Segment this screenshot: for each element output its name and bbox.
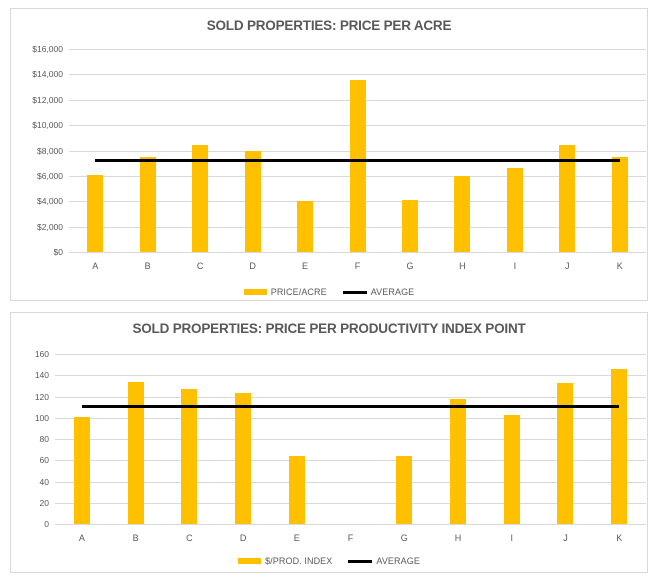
bar-F — [350, 80, 366, 252]
x-axis-label-J: J — [565, 261, 570, 271]
bar-D — [235, 393, 251, 524]
gridline — [55, 524, 646, 525]
gridline — [55, 503, 646, 504]
average-line-swatch-icon — [348, 559, 373, 563]
y-axis-label: 60 — [39, 455, 49, 465]
x-axis-label-J: J — [563, 533, 568, 543]
x-axis-label-I: I — [513, 261, 517, 271]
average-line — [82, 405, 619, 408]
y-axis-label: 0 — [44, 519, 49, 529]
y-axis-label: $12,000 — [32, 95, 63, 105]
gridline — [55, 418, 646, 419]
legend: $/PROD. INDEX AVERAGE — [11, 556, 647, 566]
x-axis-label-G: G — [406, 261, 414, 271]
gridline — [69, 49, 646, 50]
bar-B — [128, 381, 144, 524]
bar-I — [504, 414, 520, 524]
y-axis-label: $6,000 — [37, 171, 63, 181]
y-axis-label: $10,000 — [32, 120, 63, 130]
x-axis-label-F: F — [347, 533, 354, 543]
bar-G — [396, 456, 412, 524]
bar-C — [181, 389, 197, 524]
y-axis: $16,000 $14,000 $12,000 $10,000 $8,000 $6,000… — [11, 44, 63, 257]
bar-series-swatch-icon — [238, 558, 262, 564]
legend: PRICE/ACRE AVERAGE — [11, 287, 647, 297]
x-axis-label-D: D — [239, 533, 247, 543]
x-axis-label-B: B — [144, 261, 151, 271]
bar-B — [140, 157, 156, 252]
y-axis-label: $0 — [53, 247, 63, 257]
bar-series-label: $/PROD. INDEX — [265, 556, 333, 566]
x-axis-label-A: A — [92, 261, 99, 271]
x-axis-label-H: H — [459, 261, 466, 271]
price-per-index-chart: SOLD PROPERTIES: PRICE PER PRODUCTIVITY … — [10, 312, 648, 573]
bar-K — [612, 156, 628, 252]
bar-J — [557, 382, 573, 524]
x-axis-label-I: I — [510, 533, 513, 543]
y-axis-label: 80 — [39, 434, 49, 444]
bar-E — [289, 456, 305, 524]
bar-J — [559, 144, 575, 252]
bar-D — [245, 150, 261, 252]
x-axis-label-E: E — [302, 261, 309, 271]
bar-series-label: PRICE/ACRE — [270, 287, 327, 297]
bar-H — [450, 398, 466, 524]
x-axis-label-E: E — [293, 533, 300, 543]
y-axis: 160 140 120 100 80 60 40 20 0 — [11, 349, 49, 529]
x-axis-label-G: G — [400, 533, 408, 543]
gridline — [55, 397, 646, 398]
y-axis-label: 160 — [34, 349, 49, 359]
bar-A — [74, 416, 90, 524]
bar-E — [297, 201, 313, 252]
bar-I — [507, 168, 523, 252]
x-axis-label-H: H — [454, 533, 462, 543]
y-axis-label: 20 — [39, 498, 49, 508]
average-series-label: AVERAGE — [376, 556, 420, 566]
gridline — [55, 375, 646, 376]
bar-G — [402, 199, 418, 252]
bar-A — [87, 174, 103, 252]
average-line — [95, 159, 620, 162]
bar-series-swatch-icon — [243, 289, 267, 295]
x-axis-label-K: K — [616, 533, 623, 543]
y-axis-label: $16,000 — [32, 44, 63, 54]
chart-title: SOLD PROPERTIES: PRICE PER ACRE — [206, 18, 452, 33]
y-axis-label: 140 — [34, 370, 49, 380]
bar-H — [454, 175, 470, 252]
y-axis-label: 100 — [34, 413, 49, 423]
plot-area — [55, 354, 646, 525]
bar-K — [611, 368, 627, 524]
y-axis-label: $8,000 — [37, 146, 63, 156]
gridline — [55, 439, 646, 440]
y-axis-label: $14,000 — [32, 69, 63, 79]
plot-area — [69, 49, 646, 253]
y-axis-label: $2,000 — [37, 222, 63, 232]
x-axis-label-F: F — [354, 261, 361, 271]
gridline — [55, 460, 646, 461]
x-axis-label-C: C — [186, 533, 193, 543]
x-axis-label-C: C — [196, 261, 204, 271]
gridline — [55, 354, 646, 355]
price-per-acre-chart: SOLD PROPERTIES: PRICE PER ACRE $16,000 $… — [10, 8, 648, 301]
x-axis-label-K: K — [616, 261, 623, 271]
average-line-swatch-icon — [342, 290, 367, 294]
y-axis-label: $4,000 — [37, 196, 63, 206]
chart-title: SOLD PROPERTIES: PRICE PER PRODUCTIVITY … — [132, 321, 526, 336]
gridline — [69, 252, 646, 253]
y-axis-label: 120 — [34, 392, 49, 402]
x-axis: A B C D E F G H I J K — [55, 531, 646, 545]
gridline — [55, 482, 646, 483]
x-axis-label-B: B — [132, 533, 139, 543]
bar-C — [192, 145, 208, 252]
x-axis-label-A: A — [78, 533, 85, 543]
y-axis-label: 40 — [39, 477, 49, 487]
gridline — [69, 74, 646, 75]
x-axis-label-D: D — [249, 261, 256, 271]
average-series-label: AVERAGE — [370, 287, 415, 297]
x-axis: A B C D E F G H I J K — [69, 259, 646, 273]
